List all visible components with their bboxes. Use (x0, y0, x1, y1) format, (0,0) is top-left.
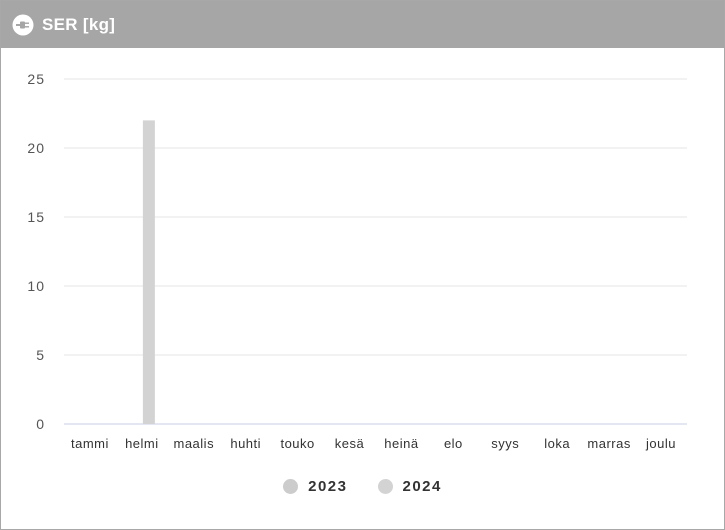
y-tick-label: 20 (27, 140, 45, 156)
legend-label: 2024 (402, 478, 442, 495)
x-tick-label: marras (587, 436, 630, 451)
plug-icon (12, 14, 34, 36)
legend-swatch (283, 479, 299, 494)
x-tick-label: helmi (125, 436, 159, 451)
legend-label: 2023 (308, 478, 348, 495)
legend-swatch (377, 479, 393, 494)
legend-item[interactable]: 2024 (377, 478, 442, 495)
legend-item[interactable]: 2023 (283, 478, 347, 495)
x-tick-label: huhti (230, 436, 261, 451)
x-tick-label: loka (544, 436, 570, 451)
bar-chart: 0 5 10 15 20 25 tammi helmi maalis huhti touko kesä… (27, 71, 687, 451)
x-tick-label: syys (491, 436, 519, 451)
x-tick-label: touko (280, 436, 314, 451)
card-header: SER [kg] (1, 1, 724, 48)
chart-legend: 2023 2024 (1, 478, 724, 495)
chart-title: SER [kg] (42, 14, 116, 34)
x-tick-label: joulu (645, 436, 676, 451)
x-tick-label: elo (444, 436, 463, 451)
x-tick-label: kesä (335, 436, 365, 451)
y-tick-label: 25 (27, 71, 45, 87)
chart-area: 0 5 10 15 20 25 tammi helmi maalis huhti touko kesä… (1, 49, 724, 529)
x-tick-label: heinä (384, 436, 419, 451)
y-tick-label: 0 (36, 416, 45, 432)
bar[interactable] (142, 120, 155, 425)
y-tick-label: 10 (27, 278, 45, 294)
x-tick-label: tammi (71, 436, 109, 451)
y-tick-label: 5 (36, 347, 45, 363)
x-tick-label: maalis (174, 436, 215, 451)
y-tick-label: 15 (27, 209, 45, 225)
